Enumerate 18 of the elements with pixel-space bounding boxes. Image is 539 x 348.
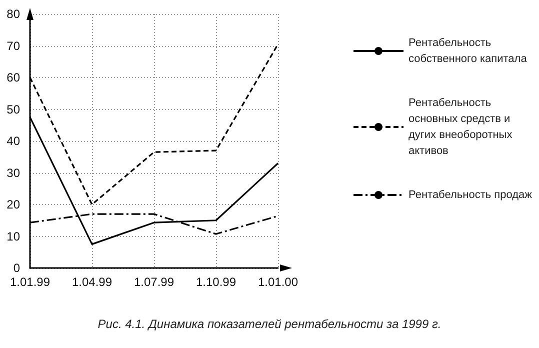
legend-label: Рентабельность основных средств и дугих внеоборотных активов (408, 97, 513, 157)
legend-label: Рентабельность собственного капитала (408, 37, 528, 65)
y-tick-label: 30 (6, 166, 20, 180)
y-tick-label: 40 (6, 134, 20, 148)
x-tick-label: 1.07.99 (134, 275, 174, 289)
y-tick-label: 70 (6, 38, 20, 53)
x-tick-label: 1.04.99 (72, 275, 112, 289)
y-tick-label: 20 (6, 198, 20, 212)
x-tick-label: 1.10.99 (196, 275, 236, 289)
x-tick-label: 1.01.00 (258, 275, 298, 289)
y-tick-label: 80 (6, 7, 20, 21)
y-tick-label: 0 (13, 261, 20, 275)
y-tick-label: 60 (6, 70, 20, 84)
y-tick-label: 50 (6, 102, 20, 116)
text: Рис. 4.1. Динамика показателей рентабельности за 1999 г. (98, 317, 442, 331)
x-tick-label: 1.01.99 (10, 275, 50, 289)
legend-label: Рентабельность продаж (408, 189, 533, 201)
y-tick-label: 10 (6, 229, 20, 244)
